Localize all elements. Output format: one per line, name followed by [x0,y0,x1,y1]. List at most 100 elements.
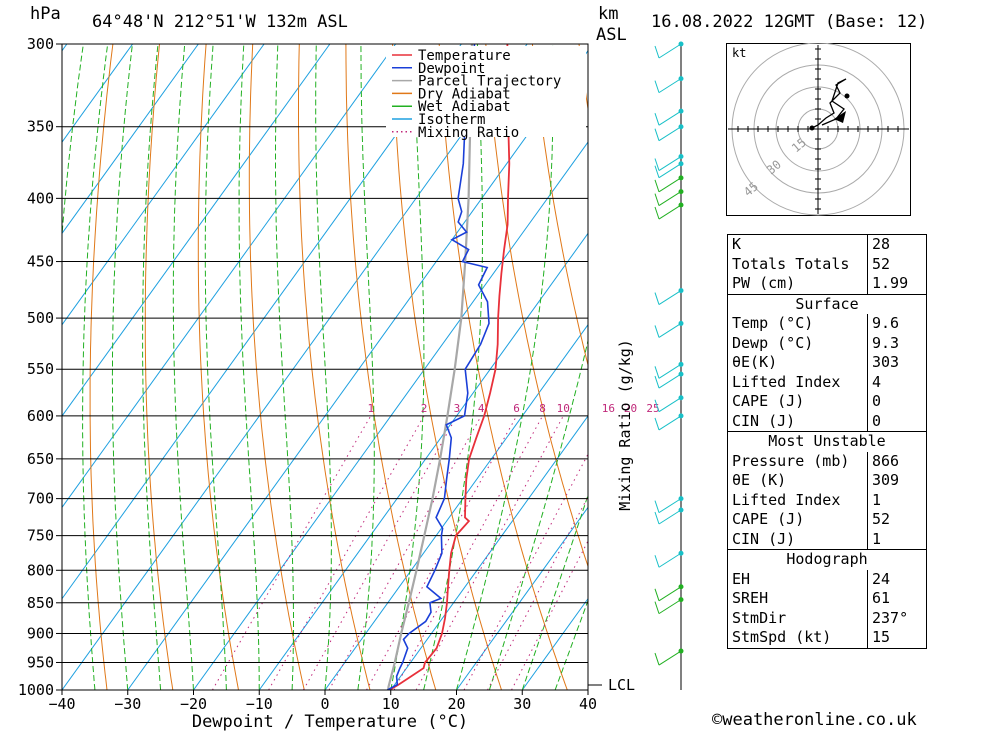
x-axis-title: Dewpoint / Temperature (°C) [192,712,468,732]
wet-adiabat-line [423,44,483,690]
wind-level-marker [678,108,684,114]
x-tick-label: 40 [579,695,597,713]
pressure-tick-label: 650 [27,450,54,468]
surface-row-li: Lifted Index 4 [727,372,927,392]
wind-barb-flag [654,375,660,389]
wind-barb-flag [654,45,660,59]
wind-barb [658,163,682,179]
wind-barb [658,599,682,615]
series-line-temperature [388,44,511,690]
wind-level-marker [678,202,684,208]
wind-barb [658,156,682,171]
isotherm-line [62,44,528,690]
x-tick-label: −40 [48,695,75,713]
pressure-tick-label: 800 [27,561,54,579]
mixing-ratio-labels: 1 2 3 4 6 8 10 16 20 25 [367,402,659,415]
hodograph: kt 15 30 45 [726,43,911,216]
mixing-ratio-label: 16 [602,402,615,415]
wet-adiabat-line [238,44,260,690]
wind-barb-flag [654,588,660,601]
wet-adiabat-line [204,44,227,690]
wet-adiabat-line [357,44,375,690]
pressure-tick-label: 300 [27,35,54,53]
mixing-ratio-axis-title: Mixing Ratio (g/kg) [616,339,634,511]
wind-level-marker [678,371,684,377]
pressure-tick-label: 350 [27,118,54,136]
dry-adiabat-line [298,44,371,690]
hodo-row-sreh: SREH 61 [727,589,927,609]
wind-barb-flag [654,206,660,220]
wind-level-marker [678,361,684,367]
hodograph-axes [728,45,909,214]
wind-barb [658,586,682,602]
wind-level-marker [678,395,684,401]
wet-adiabat-line [142,44,162,690]
legend-label: Mixing Ratio [418,125,519,141]
wind-level-marker [678,496,684,502]
isotherm-lines [62,44,588,690]
legend-label: Wet Adiabat [418,99,511,115]
pressure-tick-label: 550 [27,360,54,378]
wind-barb-flag [654,193,660,206]
hodograph-point [809,125,815,131]
wind-level-marker [678,175,684,181]
pressure-tick-label: 400 [27,189,54,207]
x-tick-label: 0 [320,695,329,713]
wind-barb-flag [654,179,660,193]
mixing-ratio-label: 10 [557,402,570,415]
mu-row-cape: CAPE (J) 52 [727,510,927,530]
mu-row-pressure: Pressure (mb) 866 [727,451,927,471]
wet-adiabat-line [456,44,554,690]
wet-adiabat-line [390,44,425,690]
legend-background [386,46,586,137]
wind-barb [658,509,682,525]
dry-adiabat-line [438,44,568,690]
location-title: 64°48'N 212°51'W 132m ASL [92,12,348,32]
hodograph-point [844,93,850,99]
index-row-totals: Totals Totals 52 [727,254,927,274]
datetime-title: 16.08.2022 12GMT (Base: 12) [651,12,928,32]
isotherm-line [62,44,462,600]
isotherm-line [456,506,588,690]
wet-adiabat-line [111,44,133,690]
wind-barb [658,126,682,142]
dry-adiabat-line [197,44,239,690]
hodo-row-stmdir: StmDir 237° [727,608,927,628]
wind-level-marker [678,584,684,590]
mixing-ratio-label: 20 [624,402,637,415]
wind-barb-flag [654,601,660,614]
wind-level-marker [678,507,684,513]
surface-row-temp: Temp (°C) 9.6 [727,314,927,334]
mixing-ratio-label: 4 [478,402,485,415]
wind-barb-flag [654,112,660,126]
wind-barb [658,323,682,338]
wind-barb-flag [654,292,660,305]
hodograph-trace [809,78,847,130]
legend-label: Dry Adiabat [418,86,511,102]
wind-barb-flag [654,80,660,93]
wind-level-marker [678,320,684,326]
dry-adiabat-line [248,44,305,690]
wind-barb-flag [654,500,660,513]
wind-barb-flag [654,165,660,178]
mixing-ratio-label: 1 [367,402,374,415]
site-credit: ©weatheronline.co.uk [712,710,917,730]
pressure-tick-label: 700 [27,490,54,508]
wind-barb [658,43,682,59]
wind-barb [658,552,682,568]
wind-barb [658,191,682,207]
wind-barb-flag [654,555,660,568]
pressure-tick-label: 600 [27,407,54,425]
wind-level-marker [678,288,684,294]
wet-adiabat-line [62,44,84,690]
wind-barb [658,498,682,514]
isotherm-line [62,44,397,509]
dry-adiabat-line [89,44,114,690]
wet-adiabat-line [488,338,588,690]
isotherm-line [62,44,199,235]
wind-barb [658,415,682,431]
wind-level-marker [678,76,684,82]
wind-level-marker [678,41,684,47]
mixing-ratio-label: 8 [539,402,546,415]
wind-barb [658,650,682,666]
